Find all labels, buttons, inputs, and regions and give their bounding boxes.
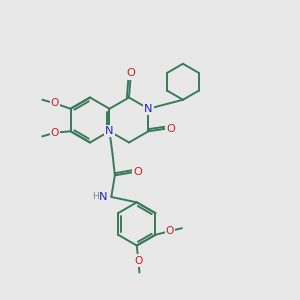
Text: N: N [99,192,107,202]
Text: N: N [105,126,114,136]
Text: O: O [166,124,175,134]
Text: N: N [144,104,153,114]
Text: O: O [166,226,174,236]
Text: O: O [51,98,59,108]
Text: O: O [134,256,142,266]
Text: O: O [126,68,135,79]
Text: H: H [92,193,99,202]
Text: O: O [133,167,142,177]
Text: O: O [51,128,59,138]
